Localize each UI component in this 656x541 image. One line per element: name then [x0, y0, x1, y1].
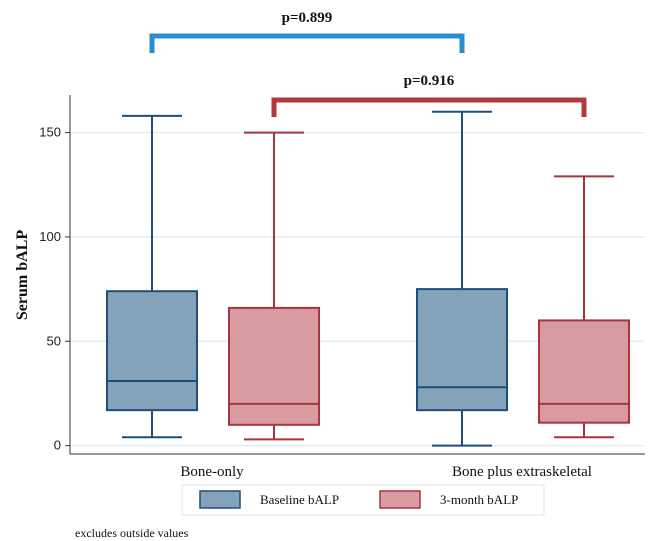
box-3-month-1-iqr — [538, 319, 630, 424]
legend-label-0: Baseline bALP — [260, 492, 339, 507]
legend-frame — [181, 484, 545, 516]
legend: Baseline bALP 3-month bALP — [181, 484, 545, 516]
y-tick-label-50: 50 — [47, 333, 61, 348]
y-axis-label: Serum bALP — [14, 230, 31, 320]
footnote: excludes outside values — [75, 526, 189, 540]
box-baseline-0-iqr — [106, 290, 198, 412]
y-tick-label-100: 100 — [39, 229, 61, 244]
significance-brackets: p=0.899 p=0.916 — [149, 10, 587, 117]
legend-swatch-0 — [199, 490, 241, 509]
bracket-1 — [271, 97, 587, 117]
y-tick-label-150: 150 — [39, 125, 61, 140]
x-category-label-1: Bone plus extraskeletal — [452, 464, 592, 480]
legend-label-1: 3-month bALP — [440, 492, 518, 507]
legend-swatch-1 — [379, 490, 421, 509]
box-baseline-1-iqr — [416, 288, 508, 412]
x-category-label-0: Bone-only — [180, 464, 244, 480]
p-value-label-1: p=0.916 — [404, 73, 455, 89]
box-3-month-0-iqr — [228, 306, 320, 426]
box-plots — [106, 110, 630, 447]
y-tick-label-0: 0 — [54, 438, 61, 453]
p-value-label-0: p=0.899 — [282, 10, 333, 26]
bracket-0 — [149, 33, 465, 53]
y-axis: 0 50 100 150 Bone-only Bone plus extraskeleta… — [39, 95, 645, 480]
